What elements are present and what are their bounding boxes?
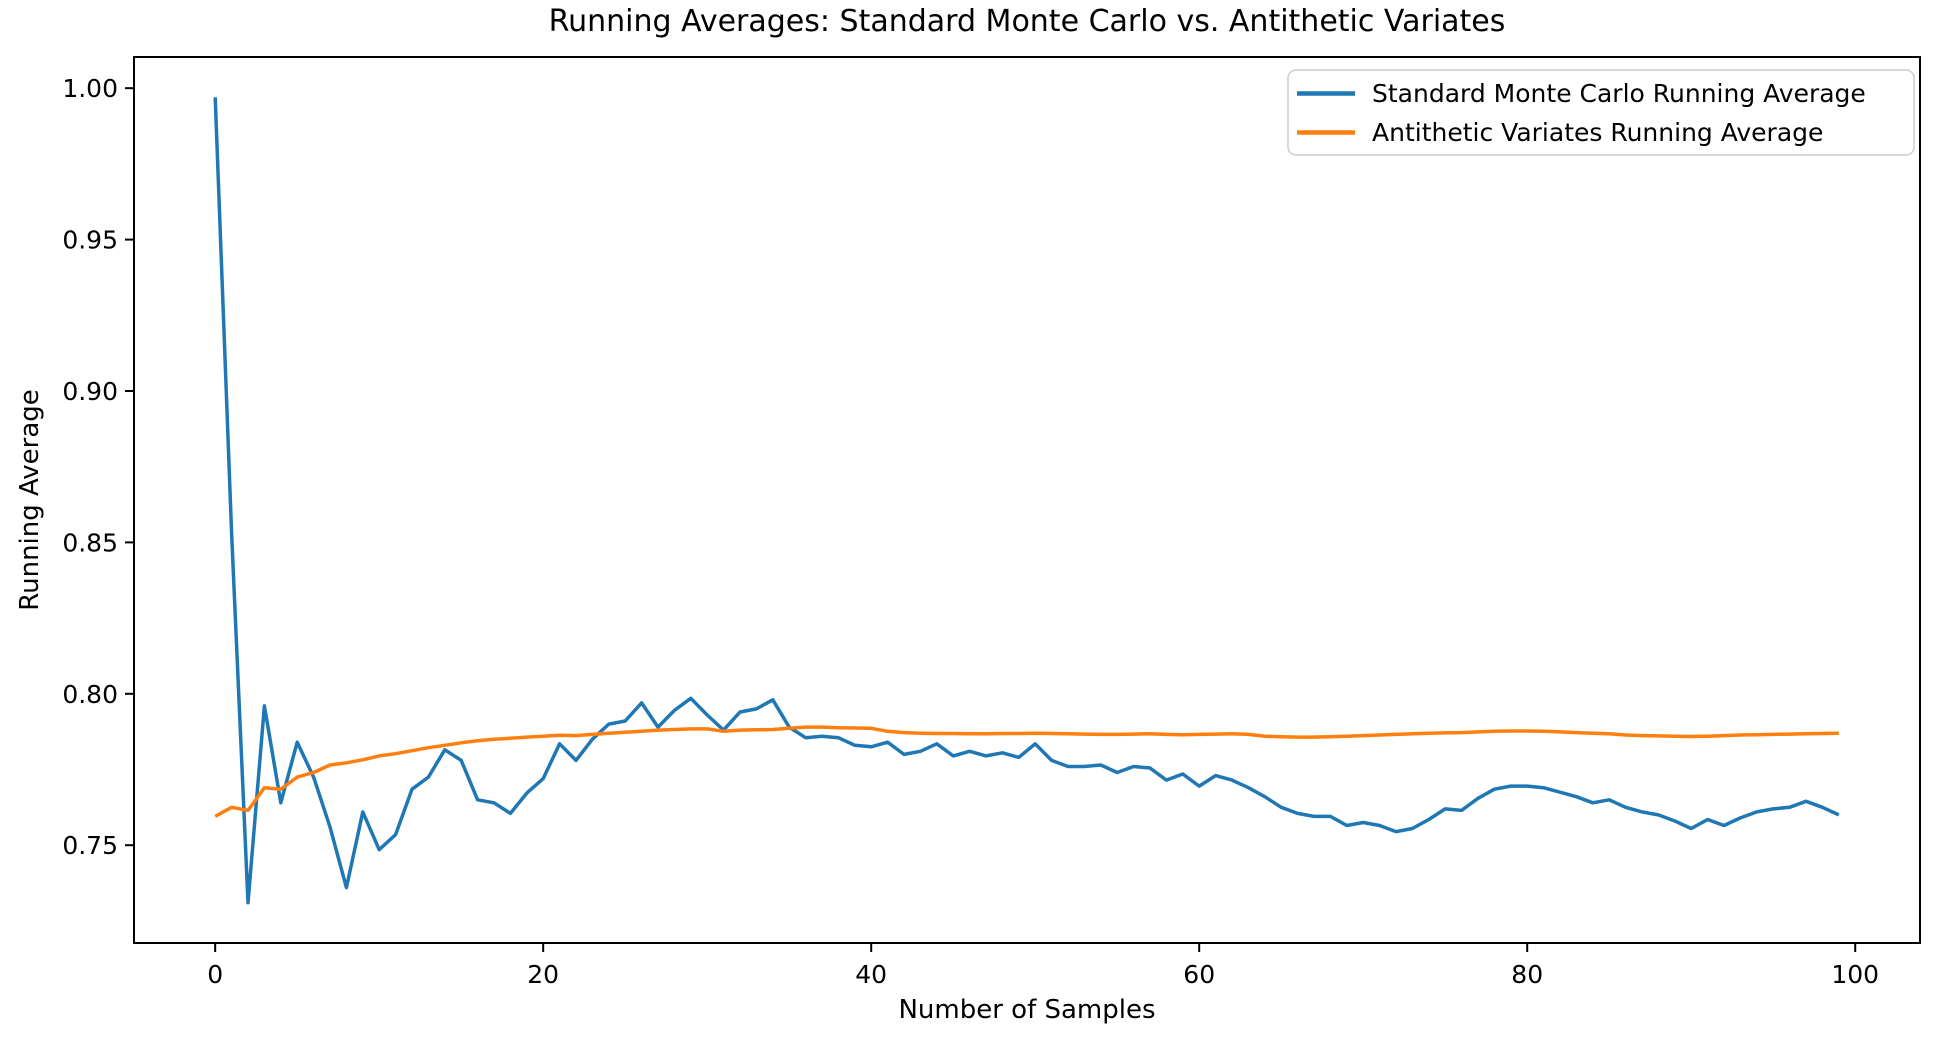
y-axis-label: Running Average: [15, 389, 45, 611]
y-tick-label: 1.00: [62, 74, 118, 103]
standard-monte-carlo-line: [213, 97, 1840, 905]
x-tick-label: 40: [855, 960, 887, 989]
y-tick-label: 0.80: [62, 680, 118, 709]
legend-box: [1287, 69, 1915, 156]
x-tick-label: 100: [1831, 960, 1879, 989]
x-axis-label: Number of Samples: [898, 995, 1155, 1025]
x-tick-label: 0: [207, 960, 223, 989]
chart-title: Running Averages: Standard Monte Carlo v…: [549, 4, 1506, 39]
x-tick-label: 60: [1183, 960, 1215, 989]
legend-label-antithetic: Antithetic Variates Running Average: [1372, 118, 1823, 147]
y-axis-ticks: 0.75 0.80 0.85 0.90 0.95 1.00: [62, 74, 134, 860]
y-tick-label: 0.75: [62, 831, 118, 860]
y-tick-label: 0.95: [62, 226, 118, 255]
legend-label-standard-mc: Standard Monte Carlo Running Average: [1372, 79, 1866, 108]
y-tick-label: 0.90: [62, 377, 118, 406]
x-axis-ticks: 0 20 40 60 80 100: [207, 943, 1879, 989]
plot-frame: [133, 56, 1921, 944]
legend: Standard Monte Carlo Running Average Ant…: [1287, 69, 1915, 156]
antithetic-variates-line: [214, 725, 1839, 818]
x-tick-label: 20: [527, 960, 559, 989]
x-tick-label: 80: [1511, 960, 1543, 989]
y-tick-label: 0.85: [62, 528, 118, 557]
data-series: [213, 97, 1840, 905]
